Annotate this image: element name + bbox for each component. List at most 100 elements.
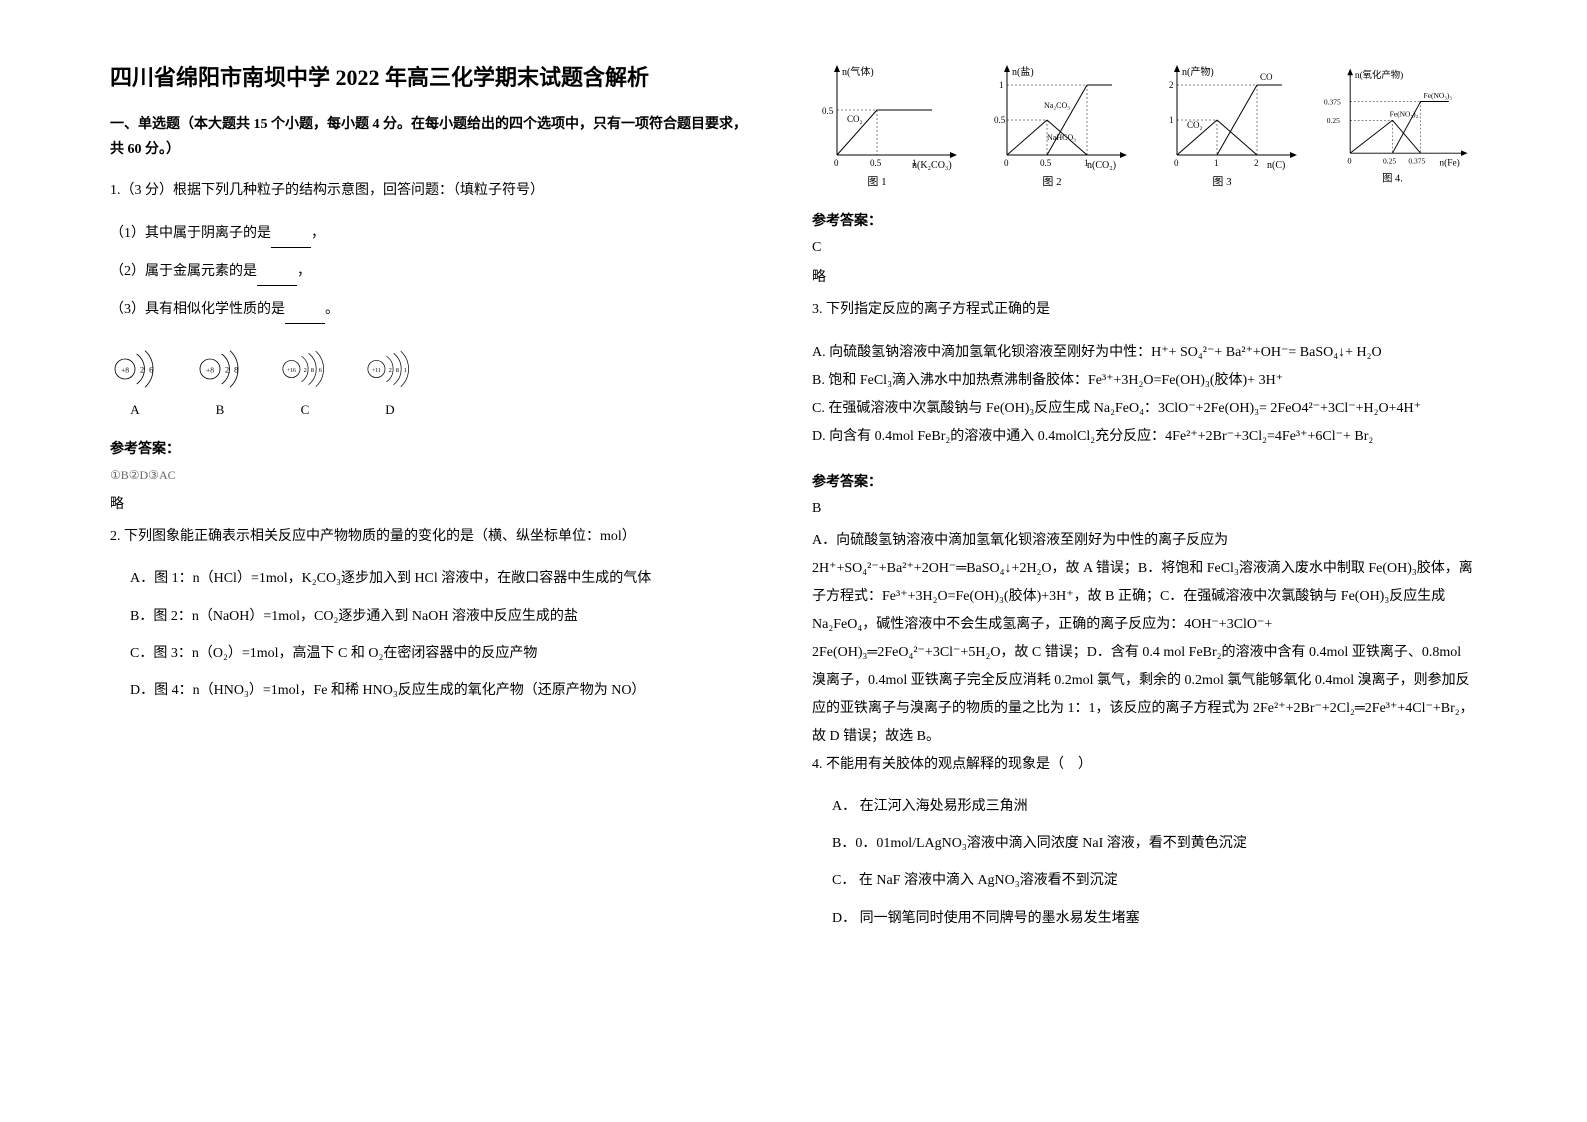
svg-text:CO₂: CO₂	[1187, 120, 1203, 130]
charts-row: n(气体) n(K₂CO₃) CO₂ 0.5 0 0.5 1 图 1 n(盐) …	[812, 60, 1477, 190]
svg-text:图 2: 图 2	[1042, 175, 1061, 188]
svg-text:2: 2	[1169, 80, 1174, 90]
q1-sub2: （2）属于金属元素的是 ，	[110, 258, 752, 286]
svg-text:n(CO₂): n(CO₂)	[1087, 160, 1116, 171]
q1-sub1: （1）其中属于阴离子的是 ，	[110, 220, 752, 248]
svg-text:n(气体): n(气体)	[842, 65, 874, 78]
q1-sub3-end: 。	[325, 302, 339, 317]
svg-text:n(Fe): n(Fe)	[1439, 157, 1459, 168]
svg-text:2: 2	[304, 367, 307, 374]
svg-text:8: 8	[311, 367, 314, 374]
svg-text:Fe(NO₃)₂: Fe(NO₃)₂	[1390, 110, 1419, 119]
q1-sub3-text: （3）具有相似化学性质的是	[110, 302, 285, 317]
q3-explanation: A．向硫酸氢钠溶液中滴加氢氧化钡溶液至刚好为中性的离子反应为 2H⁺+SO₄²⁻…	[812, 527, 1477, 751]
svg-text:8: 8	[396, 367, 399, 374]
svg-text:1: 1	[1214, 158, 1219, 168]
svg-text:0.5: 0.5	[994, 115, 1006, 125]
svg-text:n(产物): n(产物)	[1182, 65, 1214, 78]
q4-optC: C． 在 NaF 溶液中滴入 AgNO₃溶液看不到沉淀	[812, 868, 1477, 893]
q1-sub2-text: （2）属于金属元素的是	[110, 264, 257, 279]
svg-text:+11: +11	[372, 368, 381, 374]
chart3: n(产物) n(C) CO CO₂ 1 2 0 1 2 图 3	[1152, 60, 1307, 190]
svg-text:图 1: 图 1	[867, 175, 886, 188]
svg-text:0.25: 0.25	[1383, 157, 1396, 166]
q4-stem: 4. 不能用有关胶体的观点解释的现象是（ ）	[812, 751, 1477, 779]
q2-optD: D．图 4：n（HNO₃）=1mol，Fe 和稀 HNO₃反应生成的氧化产物（还…	[130, 678, 752, 703]
svg-text:0: 0	[1174, 158, 1179, 168]
q1-stem: 1.（3 分）根据下列几种粒子的结构示意图，回答问题：（填粒子符号）	[110, 177, 752, 205]
q4-optA: A． 在江河入海处易形成三角洲	[812, 794, 1477, 819]
svg-text:2: 2	[1254, 158, 1259, 168]
svg-text:2: 2	[140, 366, 144, 375]
q3-optA: A. 向硫酸氢钠溶液中滴加氢氧化钡溶液至刚好为中性：H⁺+ SO₄²⁻+ Ba²…	[812, 339, 1477, 367]
q3-answer-header: 参考答案：	[812, 471, 1477, 491]
svg-text:+8: +8	[121, 366, 129, 375]
q2-answer: C	[812, 240, 1477, 256]
atom-a: +8 2 6 A	[110, 344, 160, 418]
q1-sub1-end: ，	[311, 226, 325, 241]
atom-d-svg: +11 2 8 1	[365, 344, 415, 394]
atom-b: +8 2 8 B	[195, 344, 245, 418]
q1-sub1-text: （1）其中属于阴离子的是	[110, 226, 271, 241]
svg-text:6: 6	[319, 367, 323, 374]
svg-text:2: 2	[389, 367, 392, 374]
atom-d-label: D	[385, 402, 394, 418]
q3-optB: B. 饱和 FeCl₃滴入沸水中加热煮沸制备胶体：Fe³⁺+3H₂O=Fe(OH…	[812, 367, 1477, 395]
page-title: 四川省绵阳市南坝中学 2022 年高三化学期末试题含解析	[110, 60, 752, 92]
svg-text:0.5: 0.5	[1040, 158, 1052, 168]
q2-optC: C．图 3：n（O₂）=1mol，高温下 C 和 O₂在密闭容器中的反应产物	[130, 641, 752, 666]
svg-text:1: 1	[999, 80, 1004, 90]
svg-text:0.5: 0.5	[822, 106, 834, 116]
q4-optB: B．0．01mol/LAgNO₃溶液中滴入同浓度 NaI 溶液，看不到黄色沉淀	[812, 831, 1477, 856]
blank	[257, 270, 297, 286]
svg-text:NaHCO₃: NaHCO₃	[1047, 133, 1076, 142]
svg-text:0.25: 0.25	[1327, 116, 1340, 125]
atom-b-label: B	[216, 402, 225, 418]
svg-text:0: 0	[1347, 156, 1351, 166]
svg-text:0: 0	[834, 158, 839, 168]
svg-text:0: 0	[1004, 158, 1009, 168]
svg-text:+8: +8	[206, 366, 214, 375]
svg-text:1: 1	[1084, 158, 1089, 168]
atom-a-svg: +8 2 6	[110, 344, 160, 394]
q1-sub3: （3）具有相似化学性质的是 。	[110, 296, 752, 324]
q3-optC: C. 在强碱溶液中次氯酸钠与 Fe(OH)₃反应生成 Na₂FeO₄：3ClO⁻…	[812, 395, 1477, 423]
atom-b-svg: +8 2 8	[195, 344, 245, 394]
svg-text:n(K₂CO₃): n(K₂CO₃)	[912, 160, 952, 171]
q1-sub2-end: ，	[297, 264, 311, 279]
chart1: n(气体) n(K₂CO₃) CO₂ 0.5 0 0.5 1 图 1	[812, 60, 967, 190]
svg-text:6: 6	[149, 366, 153, 375]
q3-answer: B	[812, 501, 1477, 517]
svg-text:0.5: 0.5	[870, 158, 882, 168]
svg-text:Na₂CO₃: Na₂CO₃	[1044, 101, 1070, 110]
svg-text:Fe(NO₃)₃: Fe(NO₃)₃	[1423, 91, 1452, 100]
section-header: 一、单选题（本大题共 15 个小题，每小题 4 分。在每小题给出的四个选项中，只…	[110, 112, 752, 162]
svg-text:+16: +16	[287, 368, 296, 374]
blank	[271, 232, 311, 248]
svg-text:1: 1	[404, 367, 407, 374]
chart4: n(氧化产物) n(Fe) Fe(NO₃)₃ Fe(NO₃)₂ 0.25 0.3…	[1322, 60, 1477, 190]
svg-text:图 4.: 图 4.	[1382, 172, 1403, 184]
svg-text:CO: CO	[1260, 72, 1273, 82]
atom-c-svg: +16 2 8 6	[280, 344, 330, 394]
svg-text:1: 1	[912, 158, 917, 168]
atom-c-label: C	[301, 402, 310, 418]
q1-answer-brief: 略	[110, 493, 752, 513]
svg-text:n(氧化产物): n(氧化产物)	[1355, 69, 1403, 81]
svg-text:1: 1	[1169, 115, 1174, 125]
svg-text:8: 8	[234, 366, 238, 375]
svg-text:n(盐): n(盐)	[1012, 65, 1034, 78]
q2-optA: A．图 1：n（HCl）=1mol，K₂CO₃逐步加入到 HCl 溶液中，在敞口…	[130, 566, 752, 591]
q2-answer-header: 参考答案：	[812, 210, 1477, 230]
q3-optD: D. 向含有 0.4mol FeBr₂的溶液中通入 0.4molCl₂充分反应：…	[812, 423, 1477, 451]
q2-optB: B．图 2：n（NaOH）=1mol，CO₂逐步通入到 NaOH 溶液中反应生成…	[130, 604, 752, 629]
svg-text:0.375: 0.375	[1408, 157, 1425, 166]
blank	[285, 308, 325, 324]
atom-d: +11 2 8 1 D	[365, 344, 415, 418]
atom-c: +16 2 8 6 C	[280, 344, 330, 418]
q4-optD: D． 同一钢笔同时使用不同牌号的墨水易发生堵塞	[812, 906, 1477, 931]
chart2: n(盐) n(CO₂) Na₂CO₃ NaHCO₃ 0.5 1 0 0.5 1 …	[982, 60, 1137, 190]
q2-answer-brief: 略	[812, 266, 1477, 286]
svg-text:图 3: 图 3	[1212, 175, 1232, 188]
atom-a-label: A	[130, 402, 139, 418]
